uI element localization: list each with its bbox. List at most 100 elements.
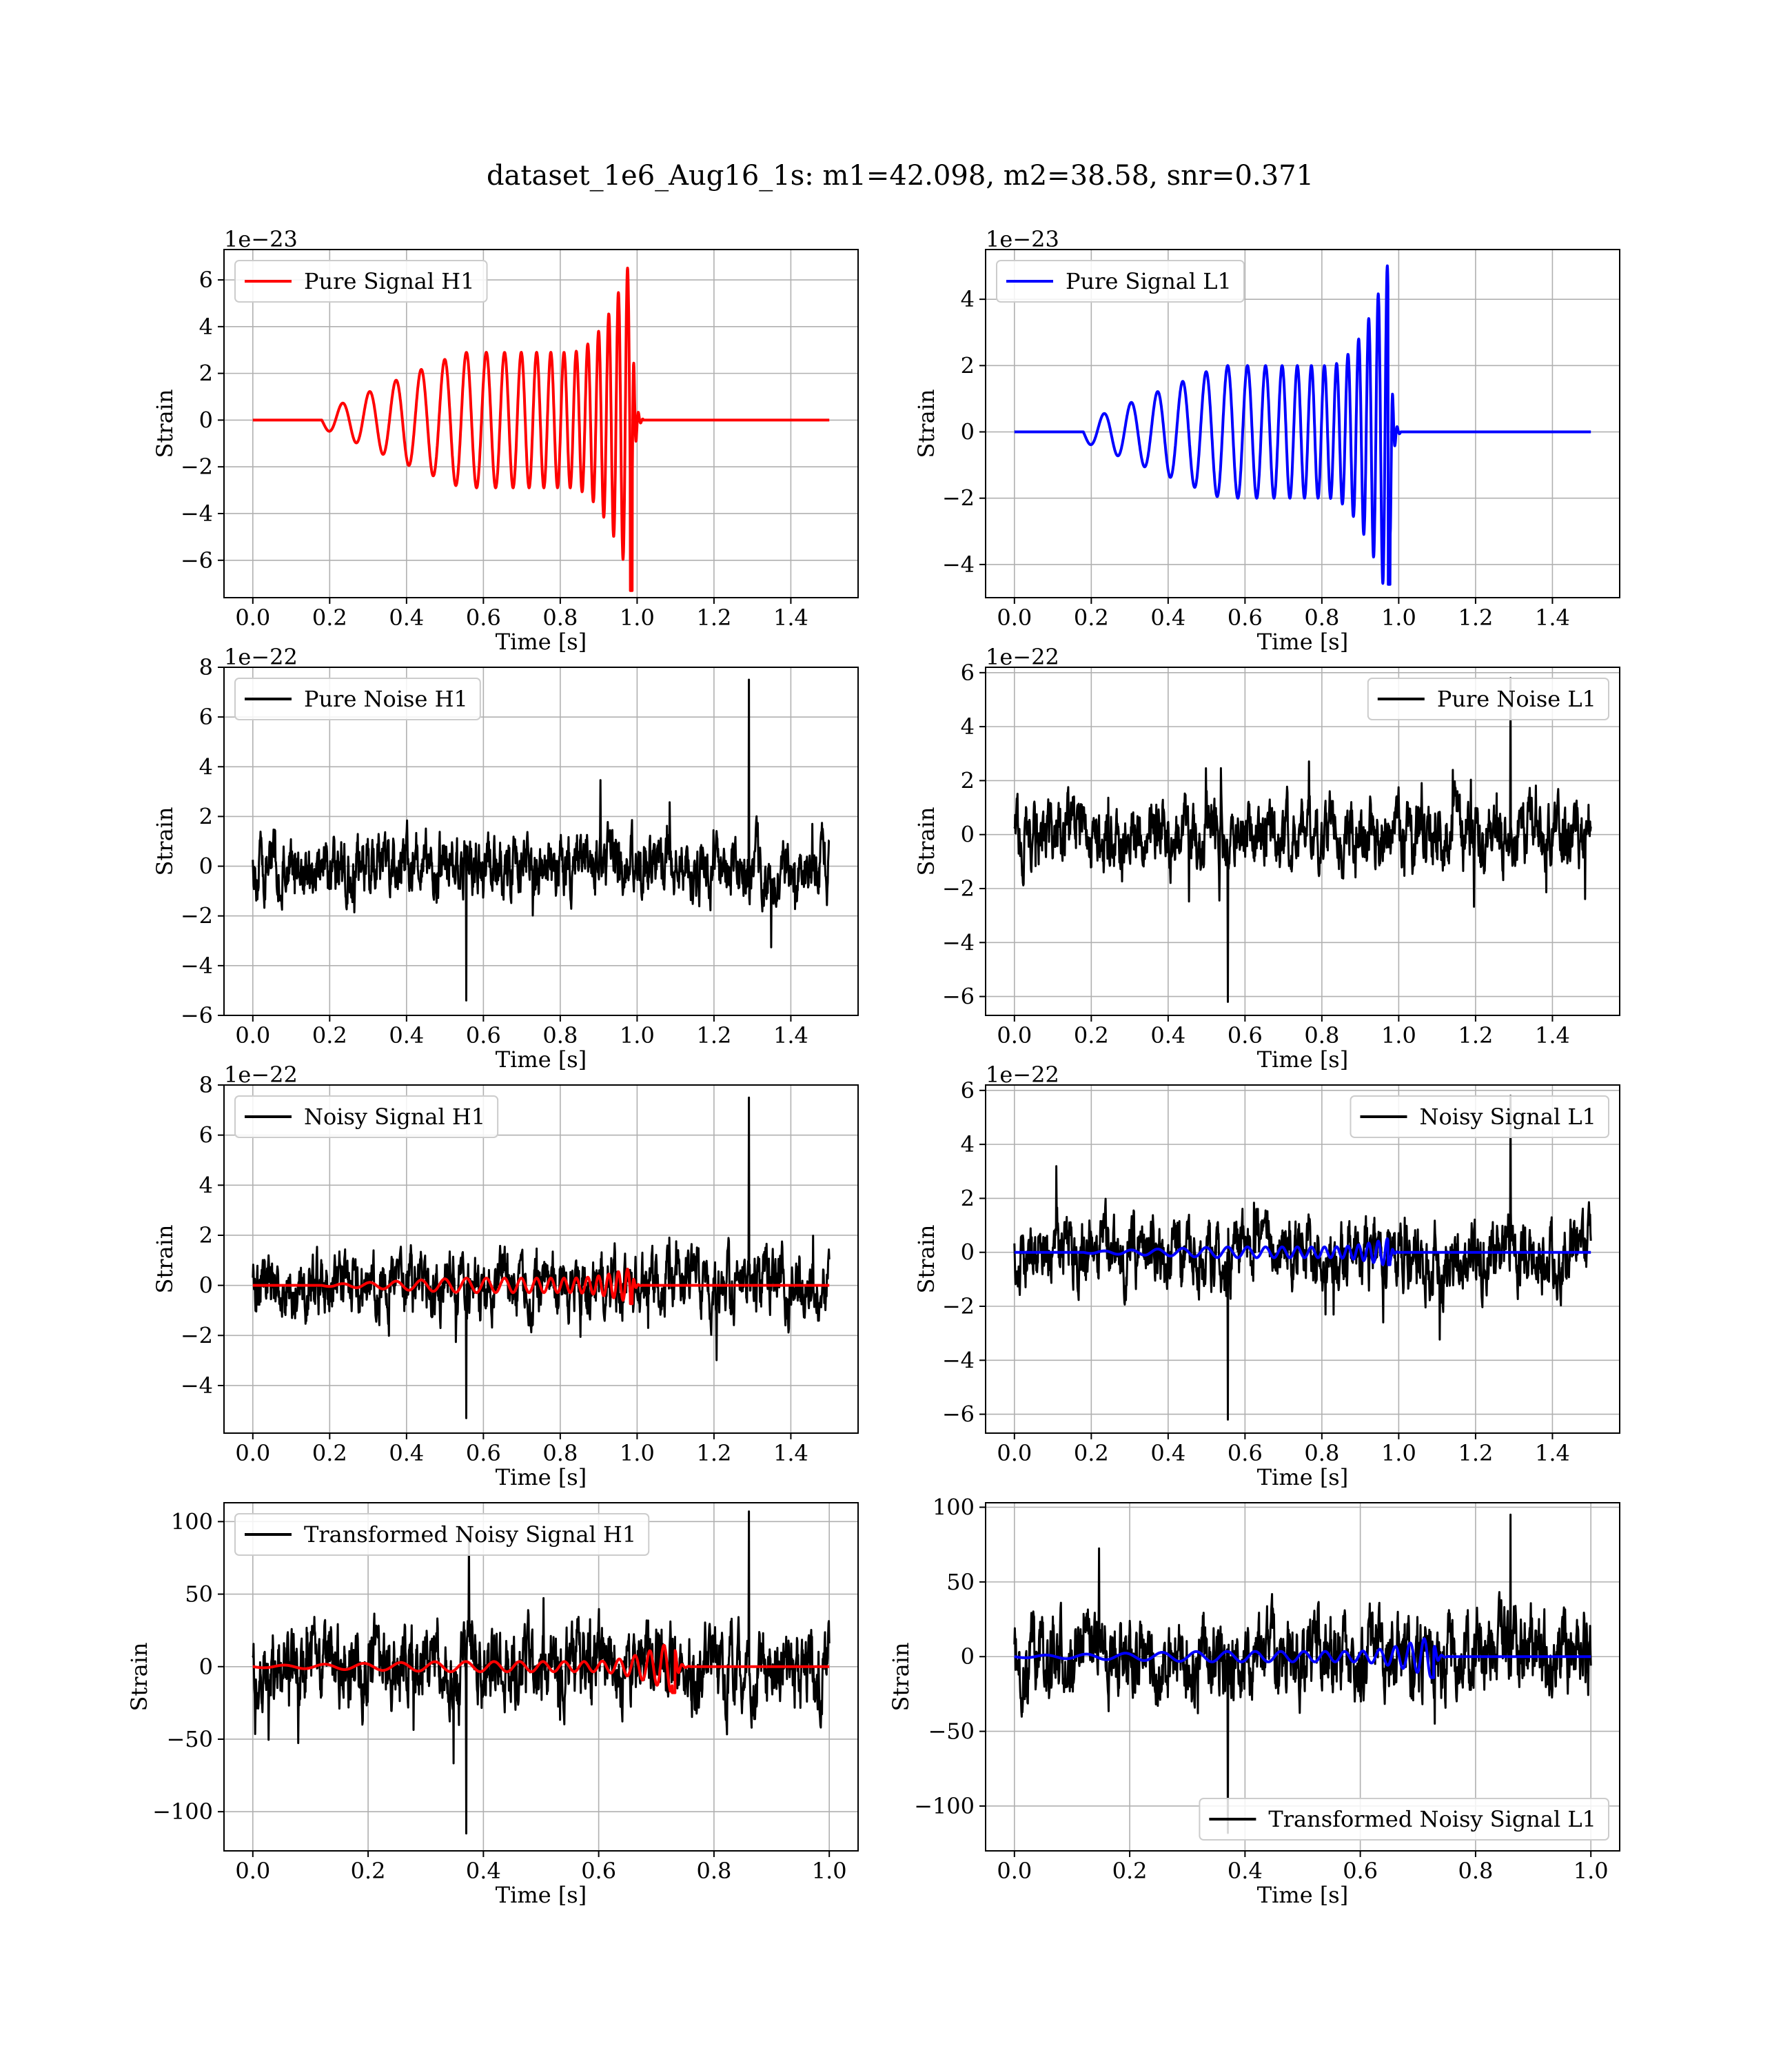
y-tick-label: 0 xyxy=(199,1273,213,1299)
y-tick-label: −6 xyxy=(181,1002,213,1028)
y-tick-label: 2 xyxy=(199,803,213,829)
x-tick-label: 0.4 xyxy=(389,1440,424,1466)
x-tick-label: 0.2 xyxy=(351,1858,386,1884)
x-tick-label: 1.4 xyxy=(773,605,808,631)
y-axis-label: Strain xyxy=(152,1225,178,1294)
x-tick-label: 0.6 xyxy=(1343,1858,1378,1884)
y-tick-label: 4 xyxy=(961,713,975,740)
y-tick-label: −2 xyxy=(181,1322,213,1348)
x-tick-label: 1.2 xyxy=(1458,605,1493,631)
offset-label: 1e−22 xyxy=(224,644,298,670)
legend: Noisy Signal L1 xyxy=(1350,1095,1609,1138)
x-tick-label: 1.0 xyxy=(1381,605,1416,631)
axes-frame xyxy=(985,667,1620,1016)
series-group xyxy=(1013,1513,1592,1834)
panel-pure-noise-l1: 0.0 0.2 0.4 0.6 0.8 1.0 1.2 1.4 −6 −4 −2 0 2 4 6 Time [… xyxy=(913,644,1620,1073)
y-tick-label: −6 xyxy=(181,547,213,574)
x-tick-label: 1.4 xyxy=(1535,605,1570,631)
legend-label: Transformed Noisy Signal H1 xyxy=(304,1521,636,1548)
x-tick-label: 0.4 xyxy=(389,605,424,631)
x-tick-label: 0.4 xyxy=(1150,1022,1185,1048)
series-line-signal xyxy=(1013,1637,1592,1679)
legend-label: Pure Signal H1 xyxy=(304,268,475,294)
series-line-noise xyxy=(252,678,831,1002)
axes-frame xyxy=(223,667,859,1016)
legend-box xyxy=(234,678,481,720)
legend-label: Noisy Signal H1 xyxy=(304,1104,485,1130)
x-axis-label: Time [s] xyxy=(1257,1464,1348,1490)
x-tick-label: 0.2 xyxy=(1074,1022,1109,1048)
x-tick-label: 0.8 xyxy=(1304,605,1339,631)
panel-pure-signal-l1: 0.0 0.2 0.4 0.6 0.8 1.0 1.2 1.4 −4 −2 0 2 4 Time [s] S… xyxy=(913,226,1620,655)
x-tick-label: 0.8 xyxy=(1304,1022,1339,1048)
axes-frame xyxy=(985,1502,1620,1852)
legend-box xyxy=(234,260,488,303)
axes-frame xyxy=(985,249,1620,598)
series-line-noise xyxy=(1013,677,1592,1003)
x-tick-label: 1.4 xyxy=(773,1440,808,1466)
x-axis-label: Time [s] xyxy=(1257,1046,1348,1073)
y-tick-label: −2 xyxy=(942,875,975,902)
y-tick-label: −100 xyxy=(914,1793,975,1819)
axes-frame xyxy=(985,1084,1620,1434)
y-tick-label: 4 xyxy=(199,1172,213,1198)
x-tick-label: 1.4 xyxy=(1535,1440,1570,1466)
x-tick-label: 0.8 xyxy=(1304,1440,1339,1466)
x-tick-label: 0.8 xyxy=(696,1858,731,1884)
legend-label: Pure Signal L1 xyxy=(1066,268,1232,294)
x-tick-label: 0.0 xyxy=(997,1440,1032,1466)
legend: Pure Noise H1 xyxy=(234,678,481,720)
x-tick-label: 1.2 xyxy=(696,1440,731,1466)
x-tick-label: 0.0 xyxy=(997,1022,1032,1048)
x-tick-label: 1.2 xyxy=(696,1022,731,1048)
y-tick-label: 4 xyxy=(961,286,975,312)
x-tick-label: 1.2 xyxy=(1458,1440,1493,1466)
legend-label: Noisy Signal L1 xyxy=(1419,1104,1596,1130)
series-group xyxy=(1013,677,1592,1003)
y-tick-label: −4 xyxy=(181,500,213,527)
y-tick-label: −2 xyxy=(181,454,213,480)
x-tick-label: 0.8 xyxy=(542,1022,578,1048)
y-tick-label: −4 xyxy=(942,551,975,578)
panel-transformed-h1: 0.0 0.2 0.4 0.6 0.8 1.0 −100 −50 0 50 100 Time [s] S… xyxy=(126,1502,859,1908)
y-axis-label: Strain xyxy=(888,1643,914,1712)
y-tick-label: 50 xyxy=(946,1569,975,1595)
y-tick-label: 4 xyxy=(199,314,213,340)
x-tick-label: 0.6 xyxy=(466,1440,501,1466)
legend-box xyxy=(996,260,1245,303)
x-tick-label: 0.8 xyxy=(542,605,578,631)
x-tick-label: 1.2 xyxy=(1458,1022,1493,1048)
x-axis-label: Time [s] xyxy=(496,1464,587,1490)
legend-label: Pure Noise H1 xyxy=(304,686,468,712)
series-group xyxy=(1013,264,1592,586)
y-tick-label: 6 xyxy=(961,660,975,686)
x-tick-label: 0.4 xyxy=(466,1858,501,1884)
x-tick-label: 1.0 xyxy=(1381,1022,1416,1048)
y-tick-label: −2 xyxy=(181,903,213,929)
x-tick-label: 1.0 xyxy=(812,1858,847,1884)
x-tick-label: 0.6 xyxy=(466,1022,501,1048)
y-axis-label: Strain xyxy=(913,389,939,458)
x-tick-label: 0.0 xyxy=(235,1440,270,1466)
x-tick-label: 0.2 xyxy=(1112,1858,1148,1884)
y-axis-label: Strain xyxy=(913,1225,939,1294)
y-tick-label: 0 xyxy=(961,419,975,445)
legend: Pure Noise L1 xyxy=(1367,678,1609,720)
legend-box xyxy=(1350,1095,1609,1138)
series-line-noise xyxy=(252,1510,831,1835)
x-tick-label: 0.2 xyxy=(312,1022,347,1048)
x-tick-label: 1.0 xyxy=(620,1440,655,1466)
y-tick-label: −50 xyxy=(166,1726,213,1752)
y-tick-label: −4 xyxy=(942,1347,975,1373)
offset-label: 1e−22 xyxy=(986,644,1059,670)
x-axis-label: Time [s] xyxy=(1257,1882,1348,1908)
panel-noisy-signal-h1: 0.0 0.2 0.4 0.6 0.8 1.0 1.2 1.4 −4 −2 0 2 4 6 8 Time [s… xyxy=(152,1062,859,1490)
y-tick-label: −4 xyxy=(942,929,975,955)
panels: 0.0 0.2 0.4 0.6 0.8 1.0 1.2 1.4 −6 −4 −2 0 2 4 6 Time [… xyxy=(126,226,1620,1908)
x-axis-label: Time [s] xyxy=(1257,629,1348,655)
series-line-signal xyxy=(252,1268,831,1306)
panel-pure-signal-h1: 0.0 0.2 0.4 0.6 0.8 1.0 1.2 1.4 −6 −4 −2 0 2 4 6 Time [… xyxy=(152,226,859,655)
y-axis-label: Strain xyxy=(913,807,939,876)
x-tick-label: 0.6 xyxy=(1228,605,1263,631)
